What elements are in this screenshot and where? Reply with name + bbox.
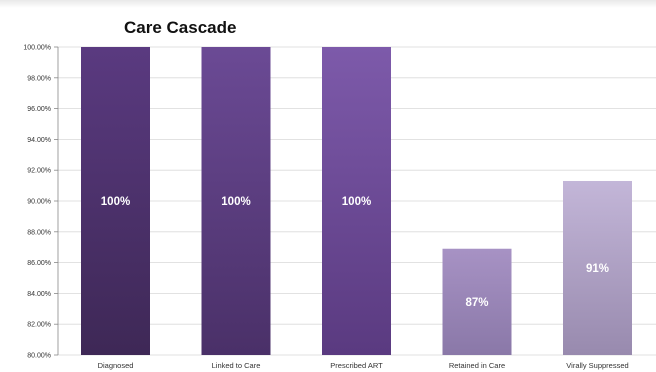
y-tick-label: 100.00% [23, 45, 51, 52]
x-axis-categories: Diagnosed Linked to Care Prescribed ART Ret… [98, 361, 629, 370]
y-tick-label: 82.00% [27, 322, 51, 329]
data-label: 91% [586, 263, 609, 275]
bar-diagnosed [81, 47, 150, 355]
y-tick-label: 98.00% [27, 75, 51, 82]
y-tick-label: 88.00% [27, 229, 51, 236]
y-axis-ticks: 80.00% 82.00% 84.00% 86.00% 88.00% 90.00% 92.0… [23, 45, 58, 360]
y-tick-label: 94.00% [27, 137, 51, 144]
x-category-label: Linked to Care [212, 361, 261, 370]
x-category-label: Retained in Care [449, 361, 505, 370]
bars [81, 47, 632, 355]
x-category-label: Diagnosed [98, 361, 134, 370]
data-label: 100% [221, 196, 250, 208]
y-tick-label: 92.00% [27, 168, 51, 175]
y-tick-label: 80.00% [27, 353, 51, 360]
x-category-label: Prescribed ART [330, 361, 383, 370]
chart-title: Care Cascade [124, 18, 236, 37]
bar-linked-to-care [201, 47, 271, 355]
window-top-strip [0, 0, 656, 8]
y-tick-label: 86.00% [27, 260, 51, 267]
data-label: 87% [465, 297, 488, 309]
data-label: 100% [101, 196, 130, 208]
y-tick-label: 90.00% [27, 199, 51, 206]
bar-retained-in-care [442, 248, 512, 355]
bar-virally-suppressed [563, 180, 632, 355]
y-tick-label: 84.00% [27, 291, 51, 298]
y-tick-label: 96.00% [27, 106, 51, 113]
bar-prescribed-art [322, 47, 391, 355]
data-label: 100% [342, 196, 371, 208]
x-category-label: Virally Suppressed [566, 361, 628, 370]
data-labels: 100% 100% 100% 87% 91% [101, 196, 609, 309]
